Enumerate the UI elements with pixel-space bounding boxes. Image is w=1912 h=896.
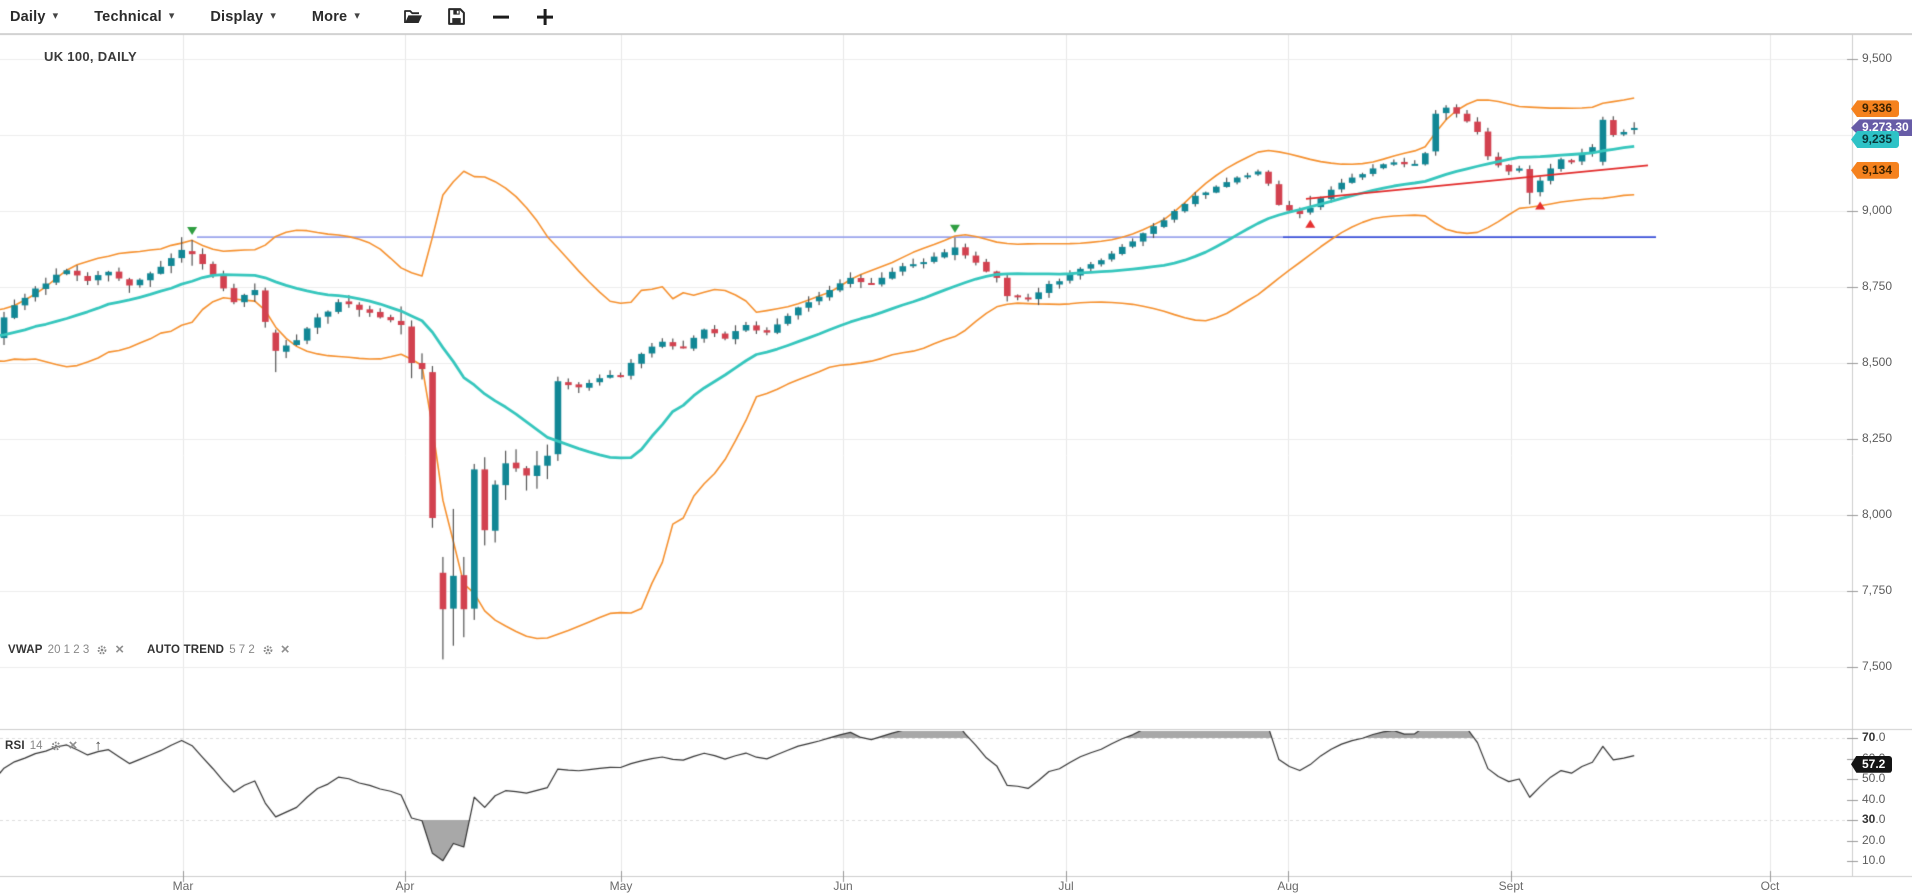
auto-trend-remove-button[interactable]: × — [280, 641, 290, 658]
gear-icon — [51, 741, 61, 750]
rsi-indicator-legend: RSI 14 × ↑ — [5, 737, 102, 754]
price-axis-label: 8,250 — [1862, 431, 1893, 445]
zoom-in-icon — [536, 8, 553, 25]
month-axis-label: Apr — [395, 879, 415, 893]
price-axis-label: 7,750 — [1862, 583, 1893, 597]
open-folder-icon — [403, 9, 422, 23]
month-axis-label: Aug — [1277, 879, 1299, 893]
move-pane-up-button[interactable]: ↑ — [94, 737, 102, 754]
chevron-down-icon: ▾ — [168, 10, 175, 22]
month-axis-label: Oct — [1760, 879, 1780, 893]
rsi-settings-button[interactable] — [50, 740, 62, 752]
month-axis-label: May — [609, 879, 633, 893]
vwap-remove-button[interactable]: × — [115, 641, 125, 658]
zoom-in-button[interactable] — [534, 6, 556, 28]
display-menu[interactable]: Display ▾ — [210, 9, 276, 25]
display-menu-label: Display — [210, 8, 264, 25]
gear-icon — [263, 645, 273, 655]
month-axis-label: Jul — [1058, 879, 1074, 893]
save-chart-button[interactable] — [446, 6, 468, 28]
month-axis-label: Mar — [172, 879, 194, 893]
interval-menu-label: Daily — [10, 8, 46, 25]
price-axis-badge: 9,235 — [1851, 131, 1900, 149]
price-axis-label: 8,000 — [1862, 507, 1893, 521]
auto-trend-indicator-params: 5 7 2 — [229, 644, 255, 656]
technical-menu[interactable]: Technical ▾ — [94, 9, 174, 25]
vwap-indicator-label: VWAP — [8, 644, 43, 656]
chevron-down-icon: ▾ — [354, 10, 360, 22]
save-icon — [448, 8, 466, 25]
rsi-axis-label: 50.0 — [1862, 771, 1886, 785]
gear-icon — [97, 645, 107, 655]
chevron-down-icon: ▾ — [270, 10, 276, 22]
instrument-title: UK 100, DAILY — [44, 49, 138, 64]
price-axis-badge: 9,336 — [1851, 100, 1900, 118]
more-menu-label: More — [311, 8, 348, 25]
rsi-indicator-params: 14 — [29, 739, 43, 752]
rsi-axis-label: 20.0 — [1862, 832, 1886, 847]
rsi-remove-button[interactable]: × — [68, 736, 78, 754]
toolbar-icon-group — [402, 6, 578, 28]
auto-trend-indicator-label: AUTO TREND — [147, 644, 225, 656]
vwap-indicator-params: 20 1 2 3 — [47, 644, 90, 656]
price-axis-label: 9,500 — [1862, 51, 1893, 65]
price-axis-label: 9,000 — [1862, 203, 1893, 217]
price-axis-label: 7,500 — [1862, 659, 1893, 673]
rsi-value-badge: 57.2 — [1851, 755, 1893, 773]
auto-trend-settings-button[interactable] — [262, 644, 274, 656]
vwap-settings-button[interactable] — [96, 644, 108, 656]
zoom-out-button[interactable] — [490, 6, 512, 28]
month-axis-label: Jun — [833, 879, 853, 893]
chevron-down-icon: ▾ — [52, 10, 59, 22]
price-axis-label: 8,500 — [1862, 355, 1893, 369]
rsi-indicator-label: RSI — [5, 739, 25, 752]
more-menu[interactable]: More ▾ — [312, 9, 360, 25]
rsi-axis-label: 30.0 — [1862, 812, 1886, 826]
open-chart-button[interactable] — [402, 6, 424, 28]
month-axis-label: Sept — [1498, 879, 1524, 893]
zoom-out-icon — [492, 15, 509, 19]
interval-menu-daily[interactable]: Daily ▾ — [10, 9, 58, 25]
technical-menu-label: Technical — [94, 8, 162, 25]
rsi-axis-label: 70.0 — [1862, 730, 1886, 744]
rsi-axis-label: 40.0 — [1862, 791, 1886, 806]
price-axis-label: 8,750 — [1862, 279, 1893, 293]
main-indicator-legend: VWAP 20 1 2 3 × AUTO TREND 5 7 2 × — [8, 641, 297, 658]
rsi-axis-label: 10.0 — [1862, 853, 1886, 867]
price-axis-badge: 9,134 — [1851, 161, 1900, 179]
toolbar: Daily ▾ Technical ▾ Display ▾ More ▾ — [0, 0, 1912, 34]
